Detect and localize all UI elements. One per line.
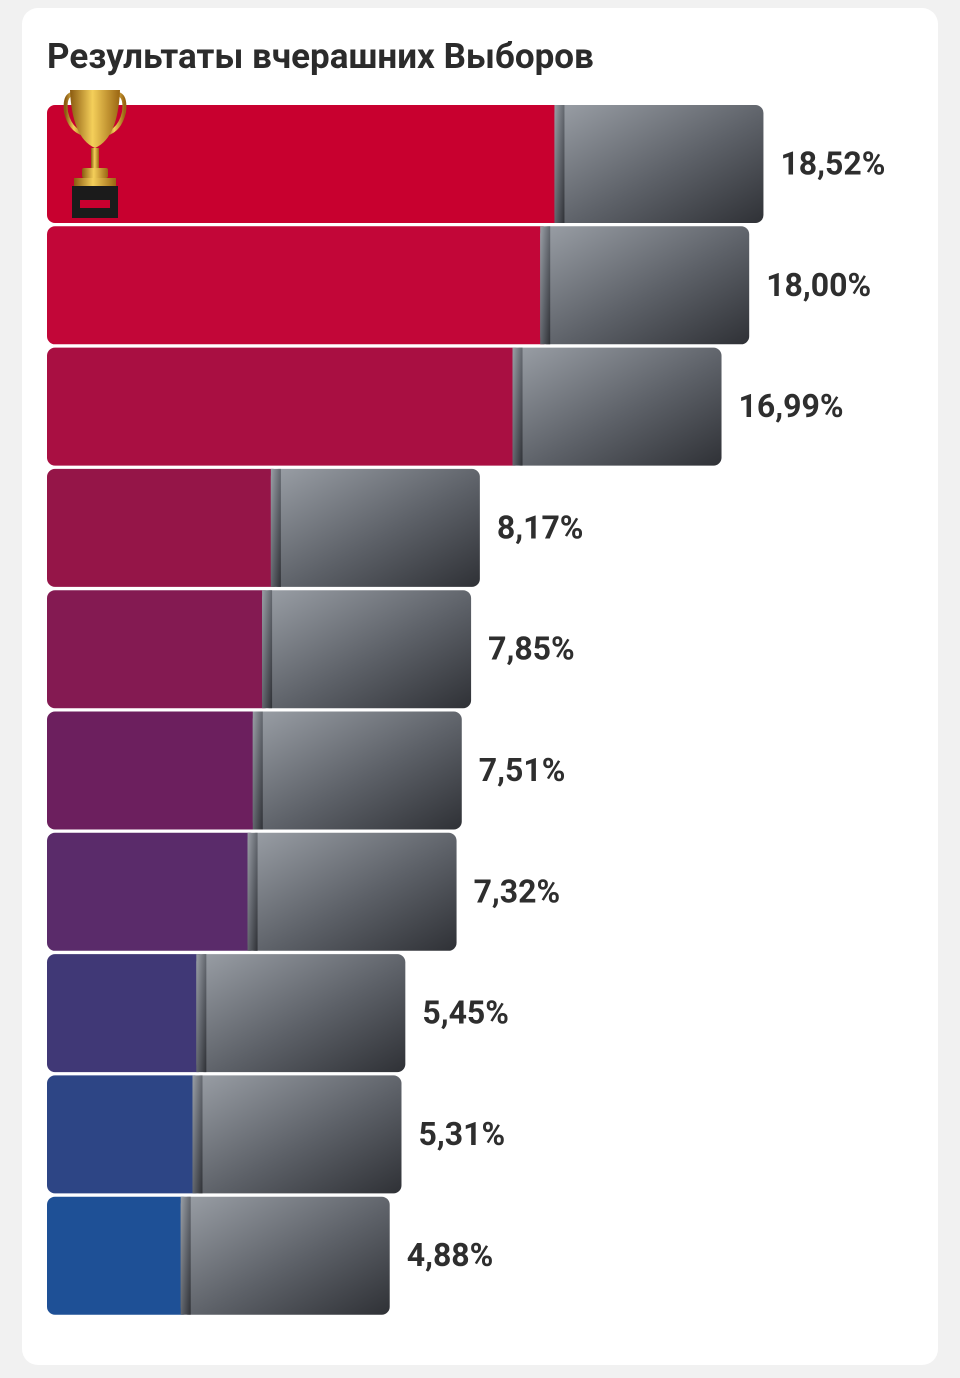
bar bbox=[47, 832, 258, 951]
car-photo bbox=[554, 105, 764, 223]
car-photo-edge bbox=[180, 1196, 191, 1315]
value-label: 5,31% bbox=[418, 1115, 505, 1153]
value-label: 18,00% bbox=[766, 266, 871, 304]
bar-row: 18,00% bbox=[47, 226, 871, 345]
trophy-icon bbox=[63, 90, 127, 218]
bar-row: 4,88% bbox=[47, 1196, 494, 1315]
bar-row: 18,52% bbox=[47, 105, 885, 223]
value-label: 4,88% bbox=[407, 1236, 494, 1274]
bar bbox=[47, 954, 207, 1073]
bar-row: 5,45% bbox=[47, 954, 509, 1073]
bar bbox=[47, 590, 273, 709]
chart-title: Результаты вчерашних Выборов bbox=[47, 36, 594, 77]
car-photo-edge bbox=[262, 590, 273, 709]
bar-row: 7,51% bbox=[47, 711, 566, 830]
bar bbox=[47, 1196, 191, 1315]
bar bbox=[47, 1075, 203, 1194]
value-label: 7,51% bbox=[479, 751, 566, 789]
car-photo bbox=[540, 226, 750, 345]
car-photo bbox=[180, 1196, 390, 1315]
value-label: 8,17% bbox=[497, 508, 584, 546]
bar bbox=[47, 468, 281, 587]
car-photo-edge bbox=[512, 347, 523, 466]
car-photo-edge bbox=[247, 832, 258, 951]
car-photo bbox=[252, 711, 462, 830]
value-label: 16,99% bbox=[739, 387, 844, 425]
bar-row: 7,85% bbox=[47, 590, 575, 709]
value-label: 18,52% bbox=[780, 144, 885, 182]
car-photo bbox=[196, 954, 406, 1073]
car-photo-edge bbox=[554, 105, 565, 223]
bar-row: 5,31% bbox=[47, 1075, 505, 1194]
car-photo-edge bbox=[270, 468, 281, 587]
car-photo-edge bbox=[540, 226, 551, 345]
value-label: 7,32% bbox=[474, 872, 561, 910]
car-photo-edge bbox=[192, 1075, 203, 1194]
value-label: 7,85% bbox=[488, 630, 575, 668]
value-label: 5,45% bbox=[422, 994, 509, 1032]
bar bbox=[47, 347, 523, 466]
car-photo bbox=[192, 1075, 402, 1194]
bars: 18,52% 18,00% 16,99% 8,17% 7,85% 7,51% 7,32% 5,… bbox=[47, 105, 885, 1315]
bar-row: 8,17% bbox=[47, 468, 584, 587]
car-photo-edge bbox=[252, 711, 263, 830]
car-photo-edge bbox=[196, 954, 207, 1073]
car-photo bbox=[262, 590, 472, 709]
car-photo bbox=[270, 468, 480, 587]
bar bbox=[47, 226, 551, 345]
bar bbox=[47, 711, 263, 830]
car-photo bbox=[512, 347, 722, 466]
car-photo bbox=[247, 832, 457, 951]
bar bbox=[47, 105, 565, 223]
bar-row: 16,99% bbox=[47, 347, 844, 466]
bar-row: 7,32% bbox=[47, 832, 561, 951]
